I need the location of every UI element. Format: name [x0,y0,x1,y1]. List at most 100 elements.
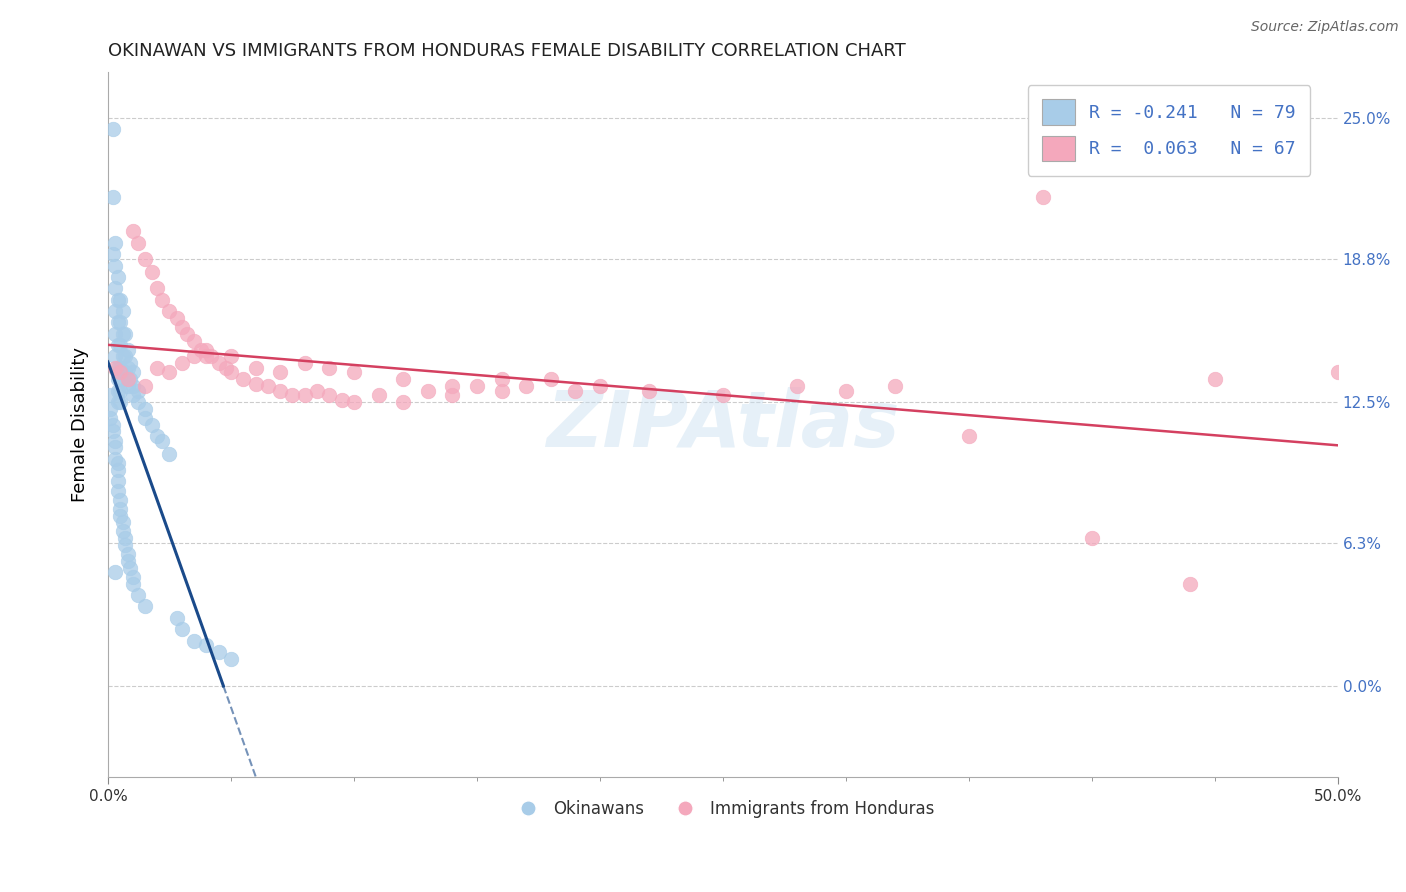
Point [786,379,808,393]
Point [441,379,464,393]
Point [219,651,242,665]
Point [120,372,142,386]
Point [208,645,231,659]
Point [111,304,134,318]
Point [100,401,122,416]
Point [110,508,132,523]
Point [107,338,129,352]
Point [127,384,149,398]
Point [884,379,907,393]
Point [104,434,127,448]
Point [1032,190,1054,204]
Point [104,350,127,364]
Point [1081,531,1104,545]
Point [540,372,562,386]
Point [141,417,163,432]
Point [121,225,143,239]
Point [110,360,132,375]
Point [121,379,143,393]
Point [170,356,193,370]
Point [104,441,127,455]
Point [343,365,366,379]
Point [107,360,129,375]
Point [107,483,129,498]
Text: OKINAWAN VS IMMIGRANTS FROM HONDURAS FEMALE DISABILITY CORRELATION CHART: OKINAWAN VS IMMIGRANTS FROM HONDURAS FEM… [108,42,905,60]
Point [121,388,143,402]
Point [183,334,205,348]
Point [111,516,134,530]
Point [114,531,136,545]
Point [150,293,173,307]
Legend: Okinawans, Immigrants from Honduras: Okinawans, Immigrants from Honduras [505,794,942,825]
Point [711,388,734,402]
Point [219,350,242,364]
Point [117,554,139,568]
Point [166,611,188,625]
Point [318,388,340,402]
Point [515,379,537,393]
Point [491,384,513,398]
Point [159,447,181,461]
Point [134,379,156,393]
Point [638,384,661,398]
Point [146,281,169,295]
Point [114,350,136,364]
Point [170,320,193,334]
Point [146,360,169,375]
Point [150,434,173,448]
Point [330,392,353,407]
Point [269,384,291,398]
Point [111,524,134,539]
Point [111,372,134,386]
Point [219,365,242,379]
Point [101,122,124,136]
Point [107,384,129,398]
Point [416,384,439,398]
Point [104,281,127,295]
Point [110,365,132,379]
Point [117,372,139,386]
Point [107,395,129,409]
Point [107,372,129,386]
Point [245,360,267,375]
Point [107,475,129,489]
Point [114,538,136,552]
Point [110,293,132,307]
Point [117,379,139,393]
Point [111,350,134,364]
Point [120,356,142,370]
Point [100,410,122,425]
Point [110,395,132,409]
Point [110,338,132,352]
Point [1180,576,1202,591]
Point [159,365,181,379]
Point [176,326,198,341]
Point [117,360,139,375]
Y-axis label: Female Disability: Female Disability [72,347,89,502]
Point [104,360,127,375]
Point [294,388,316,402]
Point [465,379,488,393]
Point [104,566,127,580]
Point [281,388,304,402]
Text: ZIPAtlas: ZIPAtlas [546,386,900,463]
Point [127,235,149,250]
Point [101,417,124,432]
Point [1326,365,1348,379]
Point [305,384,328,398]
Point [110,492,132,507]
Point [120,561,142,575]
Point [564,384,586,398]
Point [110,501,132,516]
Point [107,293,129,307]
Point [127,588,149,602]
Point [101,247,124,261]
Point [170,622,193,636]
Point [441,388,464,402]
Point [107,315,129,329]
Point [190,343,212,357]
Point [117,343,139,357]
Point [114,326,136,341]
Point [257,379,280,393]
Point [159,304,181,318]
